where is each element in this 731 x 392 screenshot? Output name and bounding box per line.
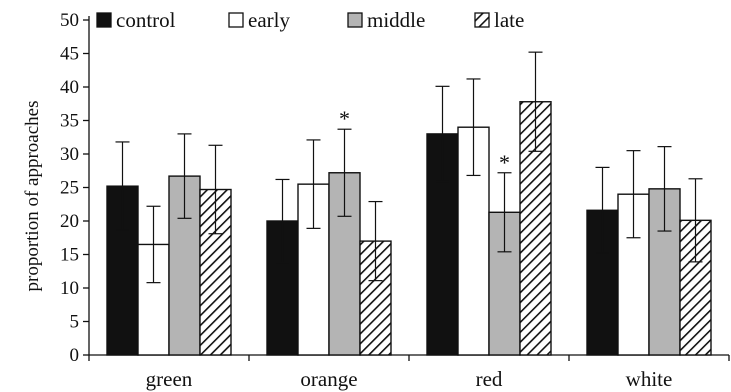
legend-label-middle: middle	[367, 8, 425, 32]
legend-label-control: control	[116, 8, 176, 32]
legend-item-middle: middle	[347, 8, 425, 32]
y-tick-label: 15	[60, 245, 79, 266]
bar-red-late	[519, 101, 552, 356]
x-tick-label-green: green	[146, 367, 193, 391]
significance-star: *	[339, 106, 350, 131]
x-tick-label-white: white	[626, 367, 673, 391]
y-axis-title: proportion of approaches	[22, 101, 43, 292]
x-tick-label-orange: orange	[300, 367, 357, 391]
y-tick-label: 0	[70, 345, 80, 366]
y-tick-label: 35	[60, 111, 79, 132]
legend-label-late: late	[494, 8, 524, 32]
legend: control early middle late	[96, 8, 524, 32]
legend-label-early: early	[248, 8, 290, 32]
y-tick-label: 30	[60, 144, 79, 165]
y-tick-label: 25	[60, 178, 79, 199]
legend-swatch-late	[474, 12, 490, 28]
y-tick-label: 10	[60, 278, 79, 299]
y-tick-label: 50	[60, 10, 79, 31]
y-tick-label: 45	[60, 44, 79, 65]
legend-item-control: control	[96, 8, 176, 32]
legend-item-late: late	[474, 8, 524, 32]
y-tick-label: 40	[60, 77, 79, 98]
legend-swatch-middle	[347, 12, 363, 28]
legend-swatch-control	[96, 12, 112, 28]
x-tick-label-red: red	[476, 367, 503, 391]
legend-item-early: early	[228, 8, 290, 32]
y-tick-label: 20	[60, 211, 79, 232]
legend-swatch-early	[228, 12, 244, 28]
plot-area: 0 5 10 15 20 25 30 35 40 45 50 green orange red white *…	[60, 10, 730, 391]
bar-orange-late	[359, 240, 392, 356]
significance-star: *	[499, 150, 510, 175]
y-tick-label: 5	[70, 312, 80, 333]
